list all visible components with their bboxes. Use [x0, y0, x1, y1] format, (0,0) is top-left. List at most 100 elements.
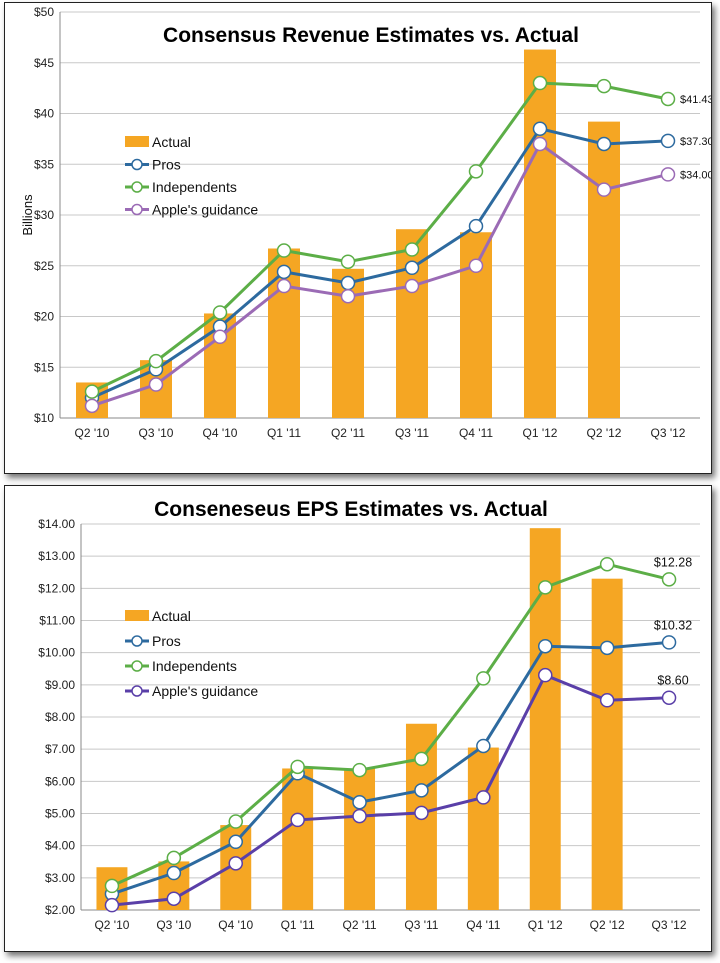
legend-label: Independents	[152, 179, 237, 195]
point-independents	[468, 164, 484, 179]
y-tick-label: $14.00	[38, 517, 75, 531]
y-tick-label: $50	[34, 5, 54, 19]
x-tick-label: Q2 '10	[94, 918, 129, 932]
legend-swatch-actual	[125, 610, 149, 621]
point-independents	[660, 91, 676, 107]
point-independents	[352, 762, 367, 778]
line-independents	[111, 562, 670, 888]
legend-marker	[131, 660, 143, 672]
bar-actual	[467, 747, 499, 910]
point-apple-s-guidance	[532, 136, 548, 152]
bar-actual	[396, 229, 428, 418]
legend-marker	[131, 635, 143, 647]
line-independents	[91, 81, 669, 393]
point-independents	[532, 75, 548, 91]
point-independents	[166, 850, 182, 866]
x-tick-label: Q3 '10	[156, 918, 191, 932]
y-tick-label: $10.00	[38, 646, 75, 660]
eps-chart-panel: $2.00 $3.00 $4.00 $5.00 $6.00 $7.00 $8.00 $9.00…	[4, 485, 712, 952]
bar-actual	[282, 768, 314, 910]
y-tick-label: $15	[34, 360, 54, 374]
chart-title: Conseneseus EPS Estimates vs. Actual	[154, 498, 548, 521]
x-tick-label: Q2 '10	[75, 426, 110, 440]
y-tick-label: $11.00	[39, 614, 75, 628]
point-pros	[352, 794, 367, 810]
end-value-label: $41.43	[680, 94, 711, 106]
point-apple-s-guidance	[599, 693, 615, 708]
x-tick-label: Q1 '11	[281, 918, 315, 932]
end-value-label: $37.30	[680, 136, 711, 148]
y-tick-label: $10	[34, 411, 54, 425]
legend-label: Pros	[152, 157, 181, 173]
x-tick-label: Q1 '12	[528, 918, 563, 932]
y-tick-label: $3.00	[45, 871, 75, 885]
chart-title: Consensus Revenue Estimates vs. Actual	[163, 24, 579, 47]
x-tick-label: Q3 '12	[651, 426, 686, 440]
legend-label: Actual	[152, 134, 191, 150]
bar-actual	[344, 768, 376, 910]
point-apple-s-guidance	[340, 288, 356, 304]
y-tick-label: $9.00	[45, 678, 75, 692]
point-apple-s-guidance	[538, 667, 553, 683]
point-apple-s-guidance	[212, 329, 228, 345]
point-independents	[84, 384, 100, 399]
legend-label: Independents	[152, 658, 237, 674]
point-pros	[660, 133, 676, 149]
y-tick-label: $12.00	[38, 581, 75, 595]
x-tick-label: Q4 '10	[218, 918, 253, 932]
x-tick-label: Q3 '11	[395, 426, 429, 440]
point-independents	[228, 814, 243, 829]
point-independents	[148, 353, 164, 369]
end-value-label: $10.32	[654, 618, 692, 632]
point-pros	[476, 738, 491, 754]
y-tick-label: $5.00	[45, 807, 75, 821]
point-independents	[538, 580, 553, 595]
point-apple-s-guidance	[468, 258, 484, 273]
x-tick-label: Q2 '12	[587, 426, 622, 440]
y-tick-label: $40	[34, 107, 54, 121]
point-independents	[404, 242, 420, 257]
legend-label: Apple's guidance	[152, 202, 258, 218]
line-pros	[111, 640, 670, 896]
point-apple-s-guidance	[104, 897, 120, 913]
y-tick-label: $13.00	[38, 549, 75, 563]
y-tick-label: $2.00	[45, 903, 75, 917]
x-tick-label: Q3 '11	[404, 918, 438, 932]
point-independents	[340, 254, 356, 269]
point-apple-s-guidance	[596, 182, 612, 197]
point-independents	[476, 671, 491, 686]
x-tick-label: Q3 '10	[139, 426, 174, 440]
y-tick-label: $6.00	[45, 774, 75, 788]
point-pros	[599, 640, 615, 656]
x-tick-label: Q4 '10	[203, 426, 238, 440]
bar-actual	[591, 578, 623, 910]
revenue-chart: $10 $15 $20 $25 $30 $35 $40 $45 $50 Q2 '10 Q3 '10 Q…	[20, 5, 711, 440]
legend-marker	[131, 203, 143, 216]
point-apple-s-guidance	[276, 278, 292, 294]
point-apple-s-guidance	[148, 377, 164, 392]
y-axis-label: Billions	[20, 194, 35, 236]
y-tick-label: $45	[34, 56, 54, 70]
point-independents	[276, 243, 292, 258]
line-apple-s-guidance	[91, 141, 669, 408]
x-tick-label: Q1 '11	[267, 426, 301, 440]
end-value-label: $34.00	[680, 169, 711, 181]
x-tick-label: Q2 '12	[590, 918, 625, 932]
legend-label: Actual	[152, 608, 191, 624]
point-independents	[104, 878, 120, 894]
x-tick-label: Q2 '11	[343, 918, 377, 932]
legend-swatch-actual	[125, 136, 149, 147]
y-tick-label: $8.00	[45, 710, 75, 724]
point-pros	[414, 783, 429, 798]
point-pros	[276, 264, 292, 280]
revenue-chart-panel: $10 $15 $20 $25 $30 $35 $40 $45 $50 Q2 '10 Q3 '10 Q…	[4, 2, 712, 474]
point-apple-s-guidance	[290, 812, 305, 828]
point-pros	[468, 218, 484, 234]
point-pros	[661, 635, 677, 650]
point-pros	[538, 638, 553, 654]
point-apple-s-guidance	[660, 167, 676, 182]
eps-chart: $2.00 $3.00 $4.00 $5.00 $6.00 $7.00 $8.00 $9.00…	[38, 498, 700, 932]
point-apple-s-guidance	[228, 856, 243, 871]
point-apple-s-guidance	[414, 805, 429, 821]
point-independents	[596, 78, 612, 94]
